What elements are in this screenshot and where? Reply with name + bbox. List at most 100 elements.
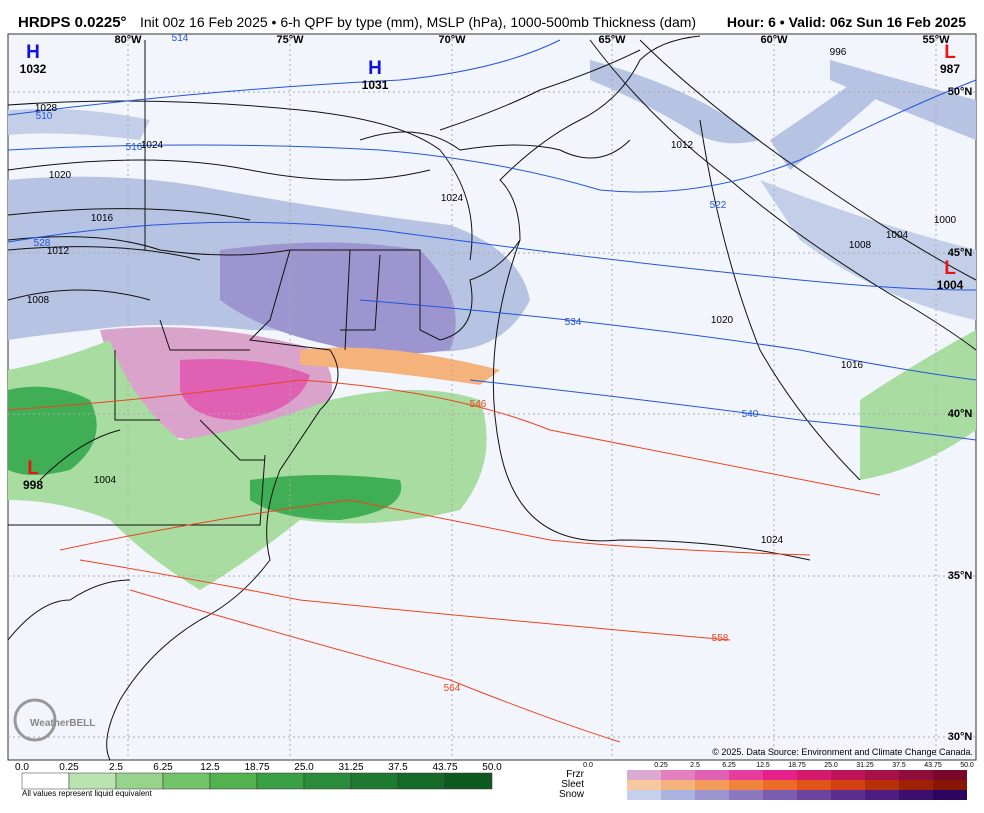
- pressure-center-letter: H: [26, 42, 40, 63]
- freezing-rain-heavy: [180, 359, 310, 420]
- snow-area: [8, 108, 150, 140]
- longitude-label: 70°W: [438, 34, 466, 46]
- logo-mark: [13, 698, 57, 742]
- type-legend-swatch: [729, 790, 763, 800]
- type-legend-swatch: [933, 780, 967, 790]
- isobar-label: 1028: [35, 103, 58, 114]
- longitude-label: 65°W: [598, 34, 626, 46]
- rain-legend-swatch: [303, 772, 352, 790]
- type-legend-label: 25.0: [824, 762, 838, 769]
- isobar-label: 996: [830, 47, 847, 58]
- map-description: Init 00z 16 Feb 2025 • 6-h QPF by type (…: [140, 14, 696, 30]
- logo-text: WeatherBELL: [30, 718, 95, 729]
- rain-area: [860, 330, 976, 480]
- type-legend-swatch: [797, 770, 831, 780]
- longitude-label: 60°W: [760, 34, 788, 46]
- rain-legend-swatch: [256, 772, 305, 790]
- isobar-label: 1008: [27, 295, 50, 306]
- rain-legend-swatch: [444, 772, 493, 790]
- pressure-center-letter: L: [944, 258, 956, 279]
- thickness-label: 522: [710, 200, 727, 211]
- type-legend-label: 31.25: [856, 762, 874, 769]
- type-legend-swatch: [695, 770, 729, 780]
- latitude-label: 50°N: [948, 86, 973, 98]
- thickness-label: 540: [742, 409, 759, 420]
- isobar-label: 1008: [849, 240, 872, 251]
- isobar-label: 1016: [91, 213, 114, 224]
- type-legend-label: 2.5: [690, 762, 700, 769]
- logo: WeatherBELL: [13, 698, 95, 742]
- thickness-lines-warm: [7, 379, 881, 743]
- type-legend-swatch: [865, 770, 899, 780]
- rain-legend-label: 18.75: [244, 762, 269, 773]
- latitude-label: 35°N: [948, 570, 973, 582]
- type-legend-swatch: [763, 770, 797, 780]
- snow-area: [590, 60, 976, 170]
- copyright: © 2025. Data Source: Environment and Cli…: [712, 747, 973, 757]
- longitude-label: 75°W: [276, 34, 304, 46]
- type-legend-swatch: [695, 790, 729, 800]
- isobar-label: 1016: [841, 360, 864, 371]
- type-legend-swatch: [831, 790, 865, 800]
- rain-legend-label: 0.25: [59, 762, 79, 773]
- type-legend-swatch: [729, 780, 763, 790]
- isobar-label: 1000: [934, 215, 957, 226]
- type-legend-swatch: [933, 790, 967, 800]
- thickness-label: 528: [34, 238, 51, 249]
- rain-legend-label: 0.0: [15, 762, 29, 773]
- graticule: [8, 34, 976, 760]
- type-legend-swatch: [797, 780, 831, 790]
- type-legend-swatch: [627, 780, 661, 790]
- type-legend-swatch: [763, 790, 797, 800]
- isobar-label: 1020: [49, 170, 72, 181]
- thickness-label: 516: [126, 142, 143, 153]
- isobar-label: 1024: [141, 140, 164, 151]
- type-legend-swatch: [627, 790, 661, 800]
- rain-legend-label: 43.75: [432, 762, 457, 773]
- type-legend-swatch: [695, 780, 729, 790]
- isobars: [7, 39, 977, 561]
- rain-legend-label: 12.5: [200, 762, 220, 773]
- rain-legend-label: 2.5: [109, 762, 123, 773]
- rain-area: [8, 340, 487, 590]
- type-legend-swatch: [933, 770, 967, 780]
- mixed-snow-area: [220, 242, 456, 354]
- pressure-center-value: 987: [940, 62, 960, 76]
- pressure-center-value: 1031: [362, 78, 389, 92]
- precip-type-label: Sleet: [561, 779, 584, 790]
- type-legend-swatch: [763, 780, 797, 790]
- type-legend-swatch: [729, 770, 763, 780]
- type-legend-label: 0.25: [654, 762, 668, 769]
- latitude-label: 40°N: [948, 408, 973, 420]
- pressure-center-value: 1004: [937, 278, 964, 292]
- type-legend-label: 12.5: [756, 762, 770, 769]
- rain-legend-label: 25.0: [294, 762, 314, 773]
- rain-legend-label: 31.25: [338, 762, 363, 773]
- map: [7, 33, 977, 761]
- rain-legend-label: 37.5: [388, 762, 408, 773]
- longitude-label: 80°W: [114, 34, 142, 46]
- thickness-label: 558: [712, 633, 729, 644]
- isobar-label: 1004: [94, 475, 117, 486]
- type-legend-label: 43.75: [924, 762, 942, 769]
- type-legend-swatch: [831, 770, 865, 780]
- snow-area: [760, 180, 976, 320]
- pressure-center-value: 1032: [20, 62, 47, 76]
- thickness-lines: [7, 39, 977, 441]
- type-legend-swatch: [661, 780, 695, 790]
- isobar-label: 1024: [761, 535, 784, 546]
- valid-time: Hour: 6 • Valid: 06z Sun 16 Feb 2025: [727, 14, 966, 30]
- type-legend-swatch: [899, 770, 933, 780]
- thickness-label: 564: [444, 683, 461, 694]
- thickness-label: 546: [470, 399, 487, 410]
- type-legend-swatch: [627, 770, 661, 780]
- type-legend-swatch: [661, 790, 695, 800]
- thickness-label: 534: [565, 317, 582, 328]
- isobar-label: 1012: [671, 140, 694, 151]
- type-legend-swatch: [865, 780, 899, 790]
- rain-legend-swatch: [21, 772, 70, 790]
- type-legend-swatch: [831, 780, 865, 790]
- type-legend-label: 18.75: [788, 762, 806, 769]
- type-legend-swatch: [797, 790, 831, 800]
